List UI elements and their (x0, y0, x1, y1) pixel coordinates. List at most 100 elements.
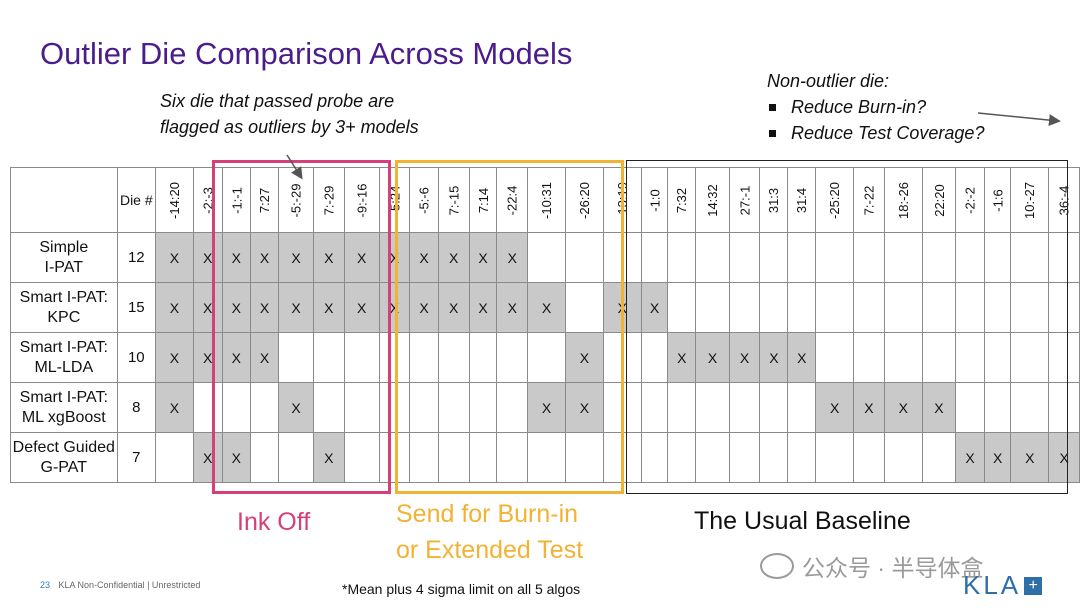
outlier-mark-cell: X (192, 332, 223, 383)
outlier-mark-cell: X (695, 332, 730, 383)
empty-cell (1010, 332, 1050, 383)
die-id-header: 31:3 (759, 167, 789, 233)
outlier-mark-cell: X (155, 332, 194, 383)
empty-cell (815, 232, 855, 283)
model-label-line: ML-LDA (34, 358, 94, 376)
empty-cell (853, 282, 885, 333)
empty-cell (695, 382, 730, 433)
empty-cell (1048, 382, 1080, 433)
model-label-line: Smart I-PAT: (19, 338, 108, 356)
die-count: 7 (116, 432, 157, 483)
die-id-header: 10:-27 (1010, 167, 1050, 233)
empty-cell (1010, 282, 1050, 333)
table-row: Smart I-PAT: ML-LDA 10 X X X X X X X X X X (10, 332, 1080, 383)
footnote: *Mean plus 4 sigma limit on all 5 algos (342, 581, 581, 597)
die-id-header: -9:-16 (343, 167, 380, 233)
empty-cell (527, 432, 566, 483)
empty-cell (759, 382, 789, 433)
ink-off-label: Ink Off (237, 508, 311, 536)
empty-cell (759, 432, 789, 483)
outlier-mark-cell: X (155, 282, 194, 333)
die-id-header: 31:4 (787, 167, 817, 233)
empty-cell (667, 432, 697, 483)
empty-cell (250, 432, 280, 483)
outlier-mark-cell: X (437, 282, 470, 333)
outlier-mark-cell: X (378, 282, 411, 333)
empty-cell (883, 232, 923, 283)
die-count: 10 (116, 332, 157, 383)
empty-cell (468, 332, 498, 383)
empty-cell (728, 282, 761, 333)
burn-in-label: Send for Burn-in or Extended Test (396, 496, 583, 568)
wechat-watermark: 公众号 · 半导体盒 (760, 549, 983, 583)
ink-off-group-box (212, 160, 391, 494)
model-label: Defect Guided G-PAT (10, 432, 118, 483)
outlier-mark-cell: X (313, 432, 345, 483)
model-label-line: Smart I-PAT: (19, 388, 108, 406)
baseline-group-box (626, 160, 1068, 494)
empty-cell (983, 232, 1012, 283)
empty-cell (378, 382, 411, 433)
page-number: 23 (40, 580, 51, 590)
outlier-mark-cell: X (921, 382, 957, 433)
die-id-text: -14:20 (166, 181, 182, 219)
outlier-mark-cell: X (250, 282, 280, 333)
outlier-callout-line-1: Six die that passed probe are (160, 91, 395, 111)
slide-title: Outlier Die Comparison Across Models (40, 36, 573, 71)
empty-cell (1048, 282, 1080, 333)
outlier-mark-cell: X (155, 382, 194, 433)
empty-cell (815, 282, 855, 333)
die-id-header: -14:20 (155, 167, 194, 233)
model-label-line: Smart I-PAT: (19, 288, 108, 306)
empty-cell (343, 432, 380, 483)
kla-logo: KLA + (963, 570, 1043, 601)
slide-footer: 23 KLA Non-Confidential | Unrestricted (40, 580, 200, 590)
outlier-mark-cell: X (667, 332, 697, 383)
outlier-mark-cell: X (437, 232, 470, 283)
outlier-mark-cell: X (496, 232, 529, 283)
empty-cell (468, 432, 498, 483)
empty-cell (1048, 232, 1080, 283)
empty-cell (955, 232, 985, 283)
outlier-mark-cell: X (278, 282, 315, 333)
outlier-mark-cell: X (250, 332, 280, 383)
outlier-mark-cell: X (250, 232, 280, 283)
die-id-header: -5:24 (378, 167, 411, 233)
empty-cell (343, 382, 380, 433)
outlier-mark-cell: X (787, 332, 817, 383)
outlier-mark-cell: X (564, 332, 604, 383)
die-id-header: 7:-15 (437, 167, 470, 233)
empty-cell (667, 282, 697, 333)
outlier-mark-cell: X (468, 232, 498, 283)
outlier-mark-cell: X (468, 282, 498, 333)
wechat-icon (760, 553, 794, 579)
outlier-mark-cell: X (343, 282, 380, 333)
model-label-line: Defect Guided (12, 438, 115, 456)
die-id-header: -22:4 (496, 167, 529, 233)
model-label-line: Simple (39, 238, 89, 256)
empty-cell (409, 432, 439, 483)
die-number-header: Die # (116, 167, 157, 233)
outlier-callout: Six die that passed probe are flagged as… (160, 88, 419, 140)
baseline-label: The Usual Baseline (694, 507, 911, 535)
die-count: 8 (116, 382, 157, 433)
die-id-header: -1:0 (640, 167, 669, 233)
outlier-mark-cell: X (564, 382, 604, 433)
outlier-mark-cell: X (1048, 432, 1080, 483)
empty-cell (313, 382, 345, 433)
empty-cell (1010, 382, 1050, 433)
outlier-mark-cell: X (313, 232, 345, 283)
non-outlier-bullets: Reduce Burn-in? Reduce Test Coverage? (767, 94, 984, 146)
outlier-mark-cell: X (278, 232, 315, 283)
empty-cell (955, 382, 985, 433)
empty-cell (787, 432, 817, 483)
empty-cell (787, 232, 817, 283)
empty-cell (728, 382, 761, 433)
empty-cell (155, 432, 194, 483)
die-id-header: -26:20 (564, 167, 604, 233)
logo-text: KLA (963, 570, 1022, 600)
outlier-mark-cell: X (409, 282, 439, 333)
die-id-header: 14:32 (695, 167, 730, 233)
empty-cell (921, 432, 957, 483)
model-label-line: ML xgBoost (21, 408, 106, 426)
